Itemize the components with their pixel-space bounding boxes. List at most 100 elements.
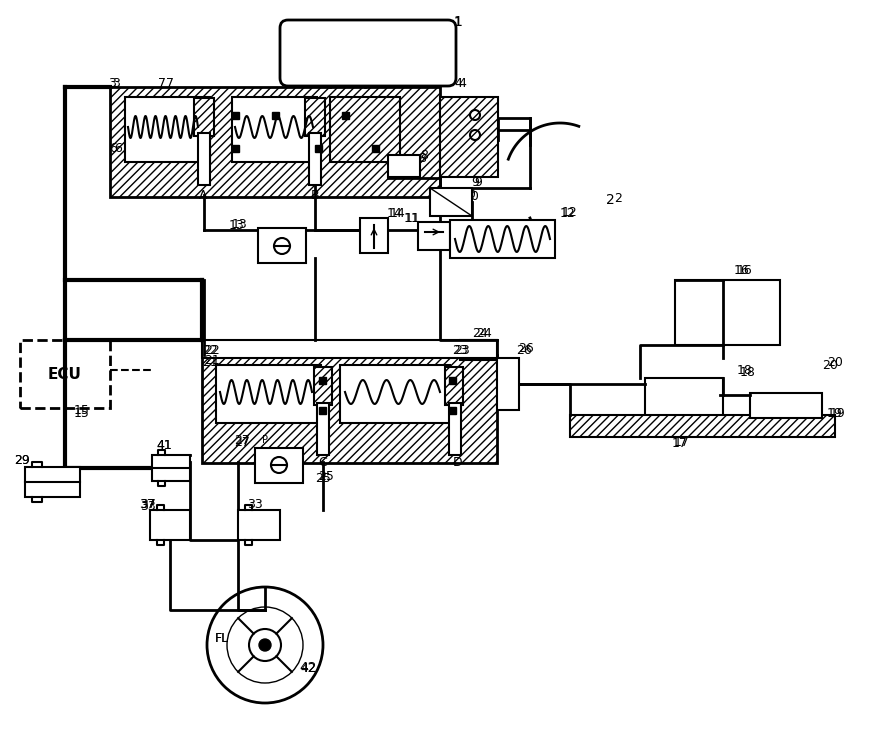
- Bar: [152, 455, 190, 481]
- Text: 22: 22: [202, 343, 217, 356]
- Text: C: C: [318, 456, 327, 469]
- Bar: [198, 133, 210, 185]
- Bar: [272, 112, 279, 119]
- Bar: [750, 393, 822, 418]
- Text: 6: 6: [114, 141, 122, 155]
- Bar: [125, 97, 210, 162]
- Bar: [309, 133, 321, 185]
- Bar: [216, 365, 321, 423]
- Text: 25: 25: [315, 472, 331, 485]
- Text: S: S: [440, 197, 447, 207]
- Bar: [194, 98, 214, 136]
- Text: 19: 19: [831, 407, 846, 419]
- Bar: [255, 448, 303, 483]
- Text: 18: 18: [740, 365, 756, 378]
- Bar: [315, 144, 322, 152]
- Text: 37: 37: [140, 499, 156, 512]
- Text: P: P: [265, 232, 271, 242]
- Text: 27: 27: [234, 434, 250, 446]
- Text: 21: 21: [202, 356, 217, 368]
- Bar: [570, 415, 835, 437]
- Text: 2: 2: [614, 192, 622, 205]
- Text: 33: 33: [140, 499, 156, 512]
- Text: 14: 14: [390, 206, 406, 219]
- Bar: [305, 98, 325, 136]
- Text: 9: 9: [474, 176, 482, 189]
- Text: 29: 29: [14, 453, 30, 467]
- Bar: [445, 367, 463, 405]
- FancyBboxPatch shape: [280, 20, 456, 86]
- Text: 16: 16: [738, 263, 752, 276]
- Text: 17: 17: [674, 435, 690, 448]
- Bar: [232, 144, 239, 152]
- Bar: [314, 367, 332, 405]
- Text: 7: 7: [158, 77, 166, 90]
- Text: 16: 16: [734, 263, 750, 276]
- Text: 26: 26: [518, 341, 534, 354]
- Text: 2: 2: [606, 193, 615, 207]
- Text: 5: 5: [391, 77, 399, 90]
- Text: 6: 6: [109, 141, 117, 155]
- Bar: [448, 407, 455, 413]
- Circle shape: [259, 639, 271, 651]
- Text: ECU: ECU: [48, 367, 82, 381]
- Text: 8: 8: [418, 152, 426, 165]
- Text: 10: 10: [464, 190, 480, 203]
- Text: 23: 23: [453, 343, 467, 356]
- Text: 41: 41: [156, 439, 172, 451]
- Text: A: A: [199, 189, 207, 201]
- Text: 26: 26: [517, 343, 531, 356]
- Text: FL: FL: [215, 631, 229, 644]
- Bar: [675, 280, 780, 345]
- Text: 23: 23: [454, 343, 470, 356]
- Bar: [317, 403, 329, 455]
- Bar: [430, 188, 472, 216]
- Text: 15: 15: [74, 407, 90, 419]
- Text: 1: 1: [453, 15, 462, 29]
- Text: 3: 3: [112, 77, 120, 90]
- Text: 24: 24: [476, 327, 492, 340]
- Text: 18: 18: [737, 364, 753, 376]
- Text: 4: 4: [454, 77, 462, 90]
- Text: 4: 4: [458, 77, 466, 90]
- Bar: [341, 112, 348, 119]
- Bar: [202, 340, 497, 358]
- Bar: [318, 376, 325, 383]
- Text: 5: 5: [394, 77, 402, 90]
- Text: 37: 37: [139, 499, 155, 512]
- Bar: [110, 87, 440, 197]
- Bar: [340, 365, 450, 423]
- Bar: [460, 340, 497, 360]
- Text: 10: 10: [461, 187, 477, 200]
- Text: 15: 15: [74, 403, 90, 416]
- Bar: [388, 155, 420, 177]
- Text: 41: 41: [156, 439, 172, 451]
- Text: 12: 12: [562, 206, 578, 219]
- Text: P: P: [262, 435, 268, 445]
- Bar: [497, 358, 519, 410]
- Bar: [450, 220, 555, 258]
- Bar: [330, 97, 400, 162]
- Bar: [20, 340, 110, 408]
- Text: 9: 9: [471, 176, 479, 189]
- Text: 8: 8: [420, 149, 428, 162]
- Text: 20: 20: [827, 356, 843, 368]
- Bar: [449, 403, 461, 455]
- Bar: [258, 228, 306, 263]
- Bar: [232, 97, 317, 162]
- Bar: [150, 510, 190, 540]
- Text: B: B: [310, 189, 319, 201]
- Bar: [318, 407, 325, 413]
- Text: 12: 12: [560, 206, 576, 219]
- Text: D: D: [453, 456, 463, 469]
- Text: 42: 42: [299, 661, 317, 675]
- Text: 24: 24: [472, 327, 488, 340]
- Text: 42: 42: [300, 661, 316, 674]
- Text: 7: 7: [166, 77, 174, 90]
- Text: 3: 3: [108, 77, 116, 90]
- Text: 25: 25: [318, 470, 334, 483]
- Text: 17: 17: [672, 437, 688, 450]
- Text: 22: 22: [204, 343, 220, 356]
- Text: 14: 14: [387, 206, 403, 219]
- Text: 1: 1: [454, 15, 462, 28]
